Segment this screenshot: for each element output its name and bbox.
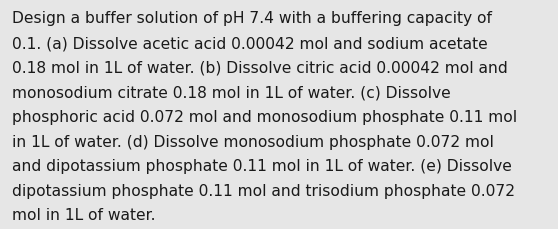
- Text: and dipotassium phosphate 0.11 mol in 1L of water. (e) Dissolve: and dipotassium phosphate 0.11 mol in 1L…: [12, 158, 512, 173]
- Text: mol in 1L of water.: mol in 1L of water.: [12, 207, 156, 222]
- Text: 0.18 mol in 1L of water. (b) Dissolve citric acid 0.00042 mol and: 0.18 mol in 1L of water. (b) Dissolve ci…: [12, 60, 508, 75]
- Text: in 1L of water. (d) Dissolve monosodium phosphate 0.072 mol: in 1L of water. (d) Dissolve monosodium …: [12, 134, 494, 149]
- Text: Design a buffer solution of pH 7.4 with a buffering capacity of: Design a buffer solution of pH 7.4 with …: [12, 11, 492, 26]
- Text: phosphoric acid 0.072 mol and monosodium phosphate 0.11 mol: phosphoric acid 0.072 mol and monosodium…: [12, 109, 517, 124]
- Text: 0.1. (a) Dissolve acetic acid 0.00042 mol and sodium acetate: 0.1. (a) Dissolve acetic acid 0.00042 mo…: [12, 36, 488, 51]
- Text: monosodium citrate 0.18 mol in 1L of water. (c) Dissolve: monosodium citrate 0.18 mol in 1L of wat…: [12, 85, 451, 100]
- Text: dipotassium phosphate 0.11 mol and trisodium phosphate 0.072: dipotassium phosphate 0.11 mol and triso…: [12, 183, 515, 198]
